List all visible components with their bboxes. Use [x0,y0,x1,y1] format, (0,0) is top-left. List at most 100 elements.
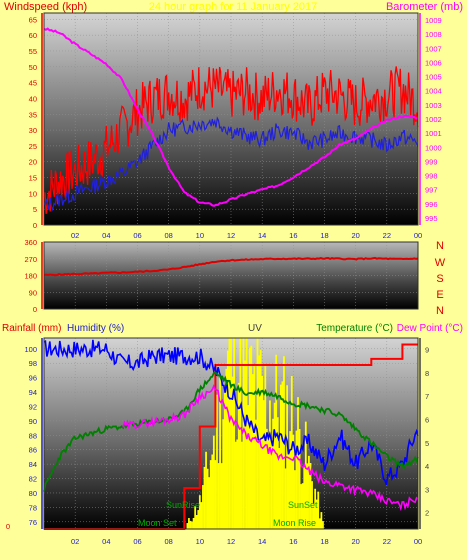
hour-tick-label: 20 [351,231,359,240]
hour-tick-label: 08 [164,231,172,240]
humidity-tick-label: 96 [29,374,37,383]
chart-marks [43,27,419,530]
temperature-tick-label: 9 [425,346,429,355]
temperature-tick-label: 6 [425,416,429,425]
direction-panel-frame [43,241,419,310]
barometer-tick-label: 1000 [425,143,442,152]
barometer-tick-label: 1004 [425,87,442,96]
hour-tick-label: 20 [351,537,359,546]
hour-tick-label: 16 [289,231,297,240]
humidity-line [43,339,419,486]
rainfall-tick-label: 0 [6,522,10,531]
barometer-tick-label: 1006 [425,58,442,67]
hour-tick-label: 18 [320,537,328,546]
chart-title: 24 hour graph for 11 January 2017 [149,1,318,13]
compass-label-n-top: N [436,240,444,252]
humidity-tick-label: 82 [29,475,37,484]
barometer-tick-label: 1001 [425,129,442,138]
compass-label-s: S [436,273,443,285]
humidity-tick-label: 92 [29,402,37,411]
direction-tick-label: 270 [24,255,37,264]
barometer-tick-label: 999 [425,157,438,166]
barometer-tick-label: 1007 [425,44,442,53]
barometer-line [43,27,419,207]
humidity-axis-label: Humidity (%) [67,323,124,334]
barometer-tick-label: 1009 [425,16,442,25]
humidity-tick-label: 94 [29,388,37,397]
sunrise-label: SunRise [166,500,200,510]
compass-label-e: E [436,289,443,301]
barometer-tick-label: 995 [425,214,438,223]
barometer-tick-label: 1003 [425,101,442,110]
humidity-tick-label: 98 [29,359,37,368]
barometer-tick-label: 1005 [425,73,442,82]
hour-tick-label: 02 [71,231,79,240]
humidity-tick-label: 80 [29,489,37,498]
direction-tick-label: 90 [29,288,37,297]
windspeed-tick-label: 5 [33,205,37,214]
humidity-tick-label: 88 [29,431,37,440]
barometer-tick-label: 1002 [425,115,442,124]
temperature-tick-label: 2 [425,509,429,518]
hour-tick-label: 02 [71,537,79,546]
dewpoint-axis-label: Dew Point (°C) [397,323,463,334]
temperature-tick-label: 7 [425,392,429,401]
windspeed-tick-label: 50 [29,63,37,72]
barometer-tick-label: 1008 [425,30,442,39]
hour-tick-label: 14 [258,231,266,240]
uv-axis-label: UV [248,323,262,334]
windspeed-tick-label: 30 [29,126,37,135]
windspeed-tick-label: 55 [29,47,37,56]
moonrise-label: Moon Rise [273,518,316,528]
humidity-tick-label: 84 [29,460,37,469]
hour-tick-label: 10 [196,231,204,240]
hour-tick-label: 12 [227,537,235,546]
hour-tick-label: 16 [289,537,297,546]
windspeed-tick-label: 15 [29,174,37,183]
temperature-axis-label: Temperature (°C) [316,323,393,334]
hour-tick-label: 08 [164,537,172,546]
wind-panel-frame [43,12,419,226]
temperature-tick-label: 4 [425,462,429,471]
wind-direction-line [43,256,419,277]
humidity-tick-label: 78 [29,503,37,512]
hour-tick-label: 04 [102,537,110,546]
humidity-tick-label: 100 [24,345,37,354]
hour-tick-label: 22 [383,231,391,240]
wind-speed-line [43,116,419,212]
compass-label-n-bottom: N [436,305,444,317]
dewpoint-line [122,384,419,512]
barometer-tick-label: 998 [425,172,438,181]
windspeed-tick-label: 60 [29,31,37,40]
compass-label-w: W [435,257,446,269]
temperature-tick-label: 8 [425,369,429,378]
axis-tick-labels: 0510152025303540455055606599599699799899… [6,15,442,546]
windspeed-tick-label: 35 [29,110,37,119]
hour-tick-label: 10 [196,537,204,546]
hour-tick-label: 06 [133,537,141,546]
hour-tick-label: 14 [258,537,266,546]
humidity-tick-label: 90 [29,417,37,426]
wind-gust-line [43,66,419,214]
temperature-tick-label: 5 [425,439,429,448]
hour-tick-label: 04 [102,231,110,240]
hour-tick-label: 18 [320,231,328,240]
barometer-tick-label: 996 [425,200,438,209]
hour-tick-label: 00 [414,231,422,240]
temperature-tick-label: 3 [425,485,429,494]
humidity-panel-frame [43,337,419,530]
direction-tick-label: 360 [24,238,37,247]
humidity-tick-label: 86 [29,446,37,455]
windspeed-tick-label: 20 [29,158,37,167]
windspeed-tick-label: 65 [29,15,37,24]
hour-tick-label: 22 [383,537,391,546]
windspeed-tick-label: 25 [29,142,37,151]
hour-tick-label: 00 [414,537,422,546]
windspeed-axis-label: Windspeed (kph) [4,1,87,13]
hour-tick-label: 12 [227,231,235,240]
direction-tick-label: 180 [24,272,37,281]
barometer-tick-label: 997 [425,186,438,195]
sunset-label: SunSet [288,500,318,510]
